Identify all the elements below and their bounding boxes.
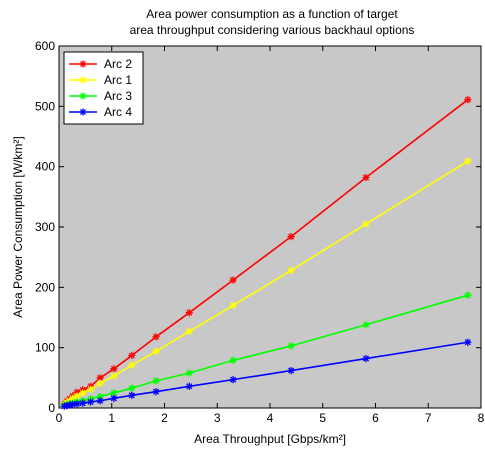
legend-label: Arc 3 bbox=[104, 89, 132, 103]
chart-title-line-1: Area power consumption as a function of … bbox=[146, 7, 398, 21]
y-tick-label: 500 bbox=[35, 99, 55, 113]
data-point bbox=[362, 354, 370, 363]
legend-label: Arc 1 bbox=[104, 73, 132, 87]
data-point bbox=[362, 321, 370, 329]
data-point bbox=[87, 398, 95, 406]
x-tick-label: 4 bbox=[267, 411, 274, 425]
data-point bbox=[128, 391, 136, 399]
data-point bbox=[110, 394, 118, 402]
y-tick-label: 200 bbox=[35, 280, 55, 294]
axis-ticks: 0 1 2 3 4 5 6 7 8 0 100 200 300 400 500 600 bbox=[35, 39, 485, 425]
x-tick-label: 8 bbox=[478, 411, 485, 425]
data-point bbox=[79, 399, 87, 407]
data-point bbox=[79, 60, 87, 68]
data-point bbox=[128, 351, 136, 360]
data-point bbox=[96, 397, 104, 405]
y-tick-label: 100 bbox=[35, 341, 55, 355]
data-point bbox=[287, 266, 295, 275]
legend: Arc 2 Arc 1 Arc 3 Arc 4 bbox=[63, 51, 144, 125]
data-point bbox=[73, 392, 81, 400]
data-point bbox=[185, 382, 193, 390]
x-tick-label: 7 bbox=[425, 411, 432, 425]
data-point bbox=[128, 361, 136, 369]
data-point bbox=[152, 388, 160, 396]
y-tick-label: 600 bbox=[35, 39, 55, 53]
data-point bbox=[287, 342, 295, 350]
data-point bbox=[185, 309, 193, 317]
data-point bbox=[110, 372, 118, 380]
data-point bbox=[464, 96, 472, 104]
data-point bbox=[464, 338, 472, 346]
data-point bbox=[79, 76, 87, 84]
x-axis-label: Area Throughput [Gbps/km²] bbox=[194, 432, 346, 446]
x-tick-label: 3 bbox=[214, 411, 221, 425]
series-layer bbox=[60, 96, 472, 410]
data-point bbox=[79, 389, 87, 397]
legend-item: Arc 3 bbox=[69, 89, 132, 103]
legend-item: Arc 1 bbox=[69, 73, 132, 87]
data-point bbox=[128, 384, 136, 392]
y-tick-label: 300 bbox=[35, 220, 55, 234]
data-point bbox=[152, 377, 160, 385]
x-tick-label: 5 bbox=[319, 411, 326, 425]
legend-label: Arc 2 bbox=[104, 57, 132, 71]
data-point bbox=[287, 366, 295, 375]
data-point bbox=[79, 92, 87, 100]
legend-item: Arc 4 bbox=[69, 105, 132, 119]
x-tick-label: 2 bbox=[161, 411, 168, 425]
y-axis-label: Area Power Consumption [W/km²] bbox=[11, 136, 25, 317]
x-tick-label: 1 bbox=[108, 411, 115, 425]
legend-item: Arc 2 bbox=[69, 57, 132, 71]
data-point bbox=[464, 157, 472, 165]
data-point bbox=[185, 369, 193, 377]
data-point bbox=[152, 347, 160, 355]
x-tick-label: 6 bbox=[372, 411, 379, 425]
legend-label: Arc 4 bbox=[104, 105, 132, 119]
data-point bbox=[362, 220, 370, 228]
data-point bbox=[152, 333, 160, 341]
data-point bbox=[79, 108, 87, 116]
data-point bbox=[96, 374, 104, 382]
data-point bbox=[362, 173, 370, 182]
chart-title-line-2: area throughput considering various back… bbox=[130, 23, 415, 37]
data-point bbox=[87, 385, 95, 393]
data-point bbox=[229, 276, 237, 284]
data-point bbox=[287, 233, 295, 241]
data-point bbox=[96, 379, 104, 387]
series-arc-4 bbox=[60, 338, 472, 410]
data-point bbox=[96, 392, 104, 401]
y-tick-label: 0 bbox=[48, 401, 55, 415]
x-tick-label: 0 bbox=[56, 411, 63, 425]
data-point bbox=[185, 327, 193, 335]
data-point bbox=[229, 376, 237, 384]
data-point bbox=[229, 301, 237, 310]
data-point bbox=[464, 291, 472, 299]
data-point bbox=[110, 365, 118, 373]
y-tick-label: 400 bbox=[35, 160, 55, 174]
data-point bbox=[229, 356, 237, 364]
